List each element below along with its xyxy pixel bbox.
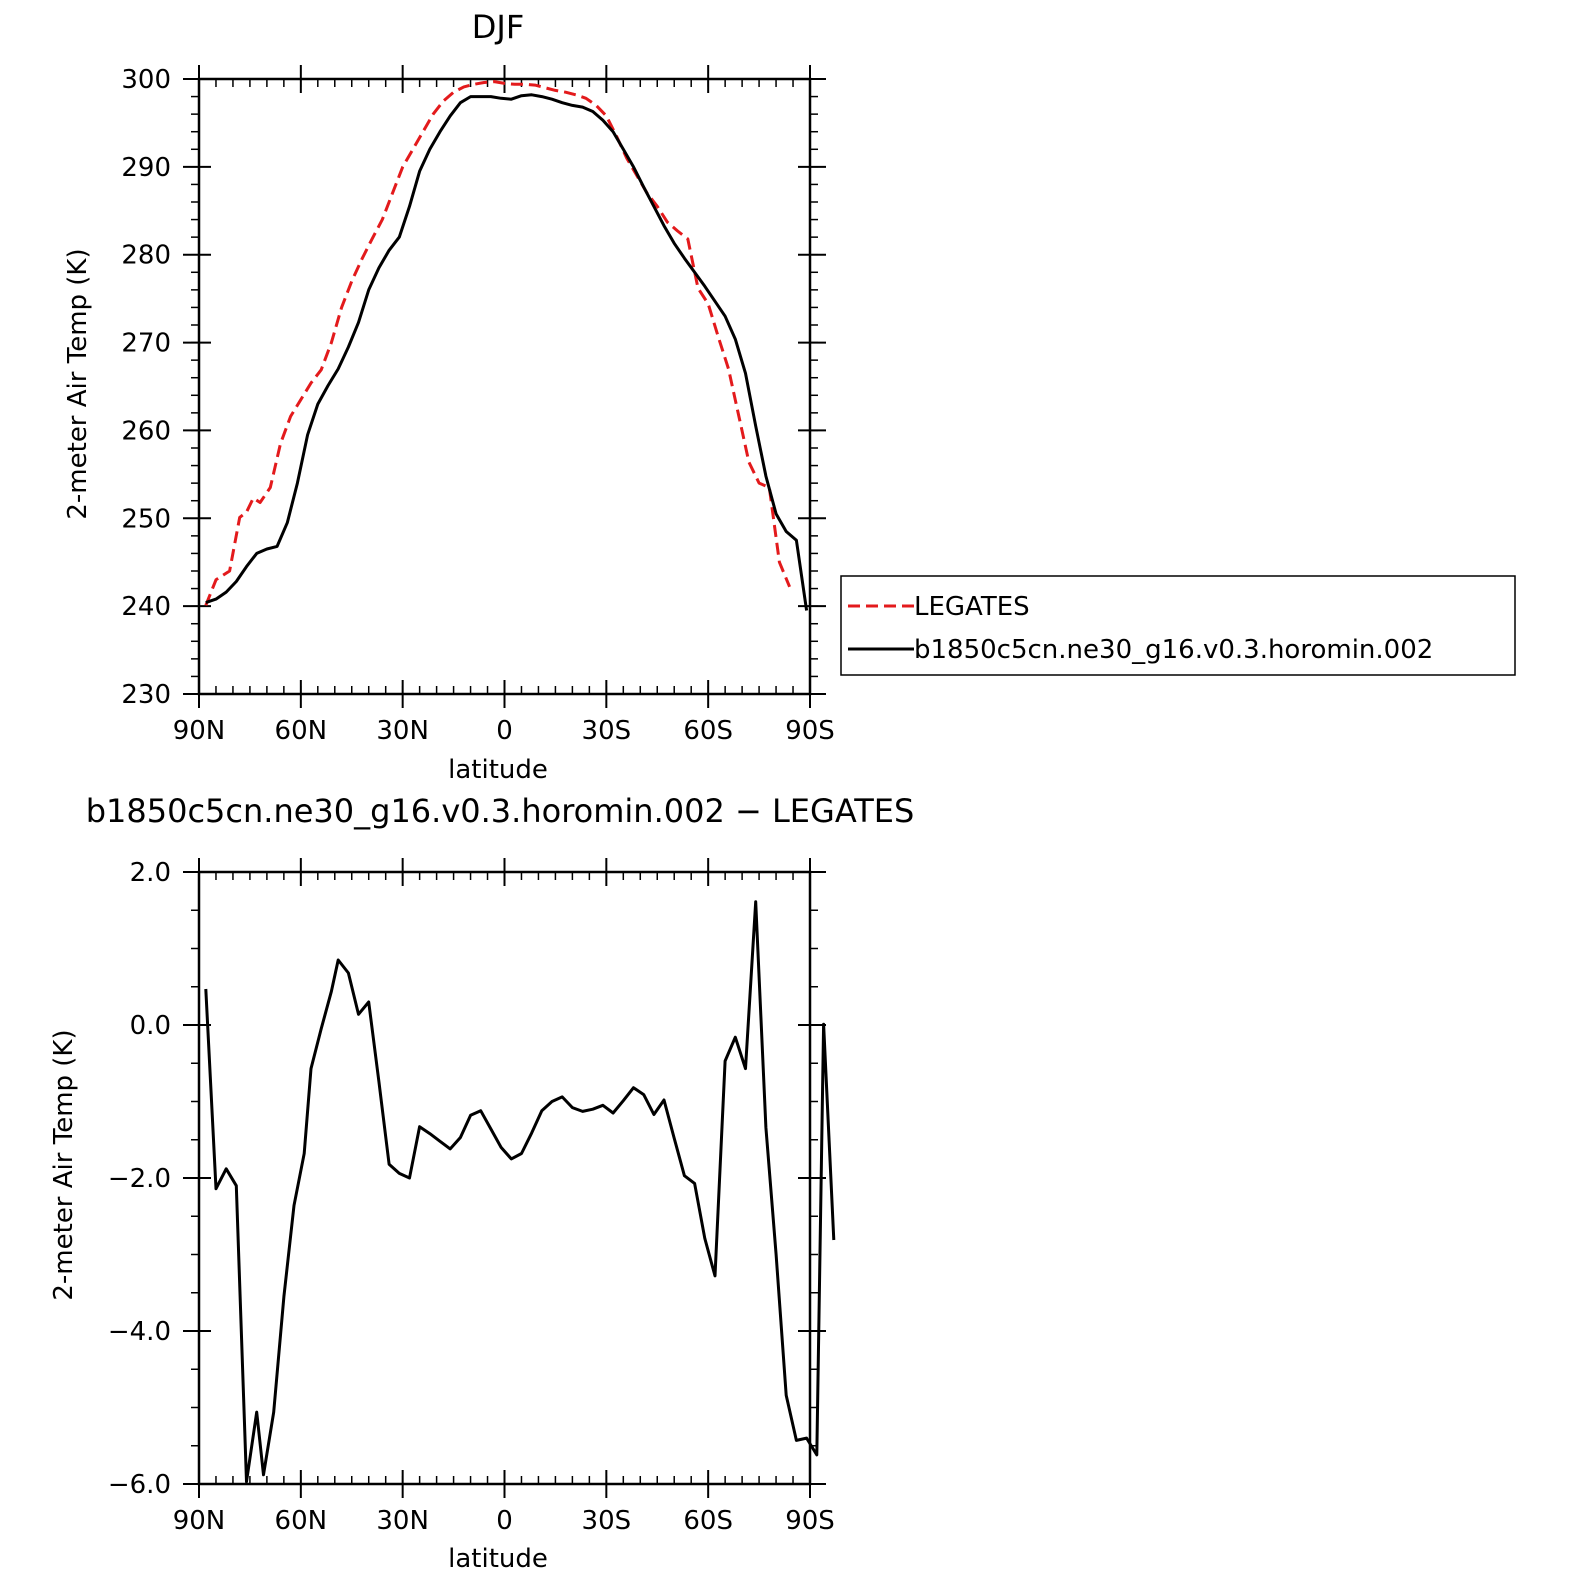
top-panel-y-tick-label: 250 — [121, 504, 171, 534]
bottom-panel-series-line-0 — [204, 900, 836, 1484]
bottom-panel: b1850c5cn.ne30_g16.v0.3.horomin.002 − LE… — [49, 792, 914, 1574]
top-panel-series-line-0 — [204, 80, 791, 606]
top-panel-y-tick-label: 270 — [121, 329, 171, 359]
top-panel-plot-frame — [197, 77, 812, 696]
bottom-panel-y-tick-label: 2.0 — [130, 858, 171, 888]
legend-box — [840, 575, 1516, 676]
top-panel-y-axis-title: 2-meter Air Temp (K) — [63, 248, 93, 519]
top-panel-x-tick-label: 0 — [496, 716, 513, 746]
top-panel-y-tick-label: 260 — [121, 416, 171, 446]
bottom-panel-x-tick-label: 30S — [582, 1506, 632, 1536]
top-panel-x-axis-title: latitude — [448, 755, 548, 785]
top-panel-x-tick-label: 90S — [785, 716, 835, 746]
top-panel-series-line-1 — [205, 93, 809, 611]
legend: LEGATES b1850c5cn.ne30_g16.v0.3.horomin.… — [840, 575, 1516, 676]
top-panel-x-tick-label: 60N — [275, 716, 328, 746]
top-panel-y-tick-label: 290 — [121, 153, 171, 183]
bottom-panel-y-tick-label: −6.0 — [108, 1470, 171, 1500]
top-panel-x-tick-label: 30N — [376, 716, 429, 746]
top-panel-x-tick-label: 90N — [173, 716, 226, 746]
bottom-panel-x-tick-label: 60S — [683, 1506, 733, 1536]
legend-label-legates: LEGATES — [914, 592, 1030, 622]
bottom-panel-y-tick-label: −2.0 — [108, 1164, 171, 1194]
bottom-panel-x-tick-label: 90N — [173, 1506, 226, 1536]
bottom-panel-y-tick-label: 0.0 — [130, 1011, 171, 1041]
bottom-panel-x-tick-label: 0 — [496, 1506, 513, 1536]
bottom-panel-x-tick-label: 60N — [275, 1506, 328, 1536]
top-panel: DJF latitude 2-meter Air Temp (K) 90N 60N… — [63, 8, 835, 785]
bottom-panel-x-tick-label: 90S — [785, 1506, 835, 1536]
bottom-panel-y-tick-label: −4.0 — [108, 1317, 171, 1347]
top-panel-x-tick-label: 60S — [683, 716, 733, 746]
top-panel-title: DJF — [472, 8, 524, 46]
bottom-panel-title: b1850c5cn.ne30_g16.v0.3.horomin.002 − LE… — [86, 792, 915, 830]
top-panel-y-tick-label: 240 — [121, 592, 171, 622]
top-panel-y-tick-label: 280 — [121, 241, 171, 271]
bottom-panel-y-axis-title: 2-meter Air Temp (K) — [49, 1029, 79, 1300]
bottom-panel-x-axis-title: latitude — [448, 1544, 548, 1574]
top-panel-y-tick-label: 230 — [121, 680, 171, 710]
top-panel-x-tick-label: 30S — [582, 716, 632, 746]
legend-label-model: b1850c5cn.ne30_g16.v0.3.horomin.002 — [914, 635, 1433, 665]
bottom-panel-x-tick-label: 30N — [376, 1506, 429, 1536]
top-panel-y-tick-label: 300 — [121, 65, 171, 95]
